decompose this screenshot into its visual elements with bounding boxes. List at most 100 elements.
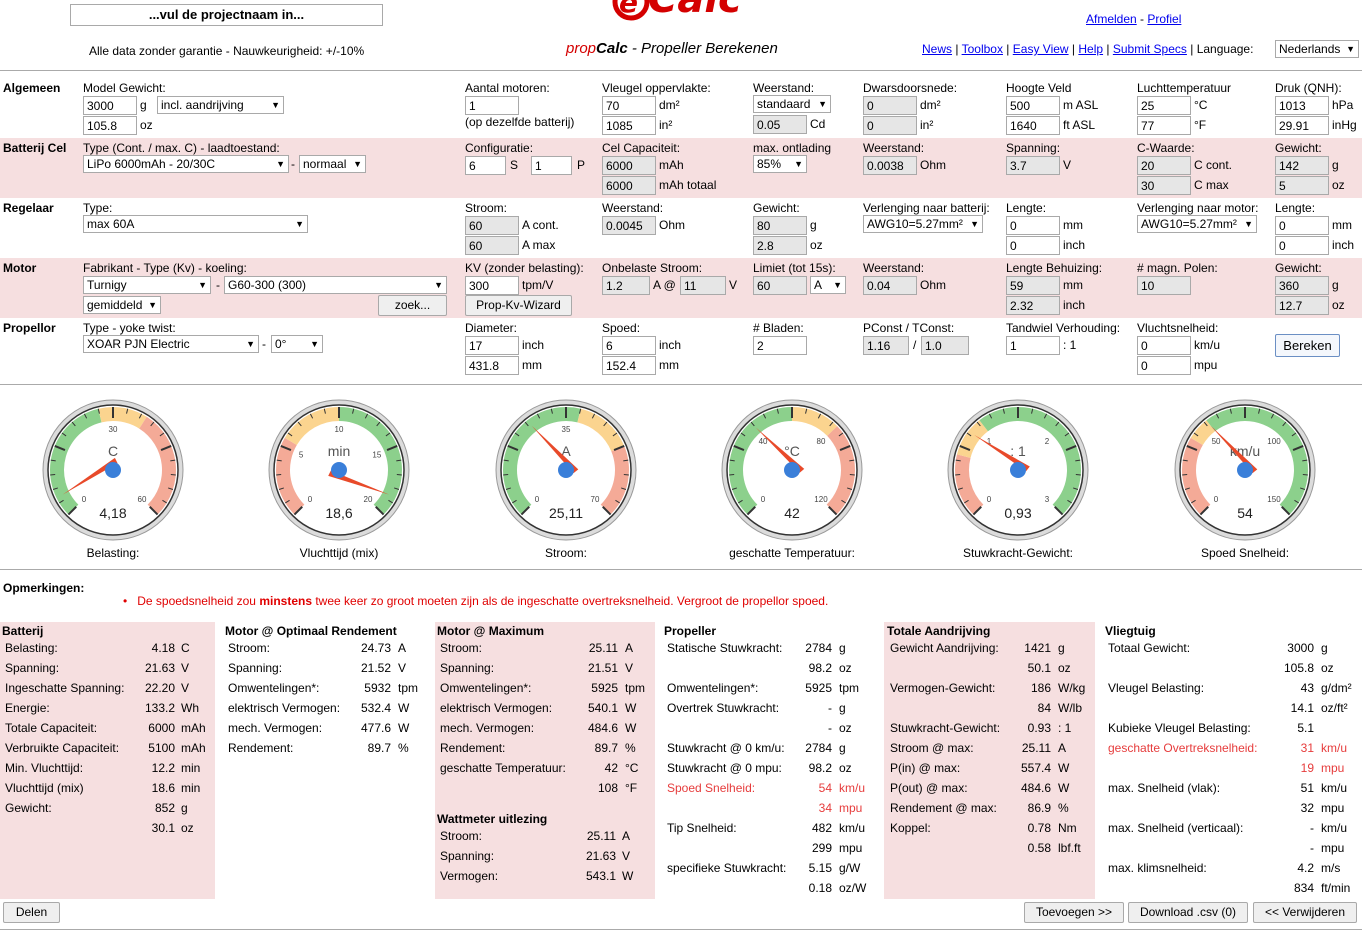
project-name-field[interactable]: ...vul de projectnaam in... [70, 4, 383, 26]
kv-input[interactable] [465, 276, 519, 295]
model-weight-oz-input[interactable] [83, 116, 137, 135]
nav-toolbox[interactable]: Toolbox [961, 42, 1003, 56]
blades-input[interactable] [753, 336, 807, 355]
results-battery-panel [0, 622, 215, 899]
prop-type-select[interactable]: XOAR PJN Electric ▼ [83, 335, 259, 353]
capacity-input[interactable] [602, 156, 656, 175]
idle-current-input[interactable] [602, 276, 650, 295]
flight-speed-kmh-input[interactable] [1137, 336, 1191, 355]
language-select[interactable]: Nederlands ▼ [1275, 40, 1359, 58]
length2-mm-input[interactable] [1275, 216, 1329, 235]
esc-cont-input[interactable] [465, 216, 519, 235]
esc-weight-g-input[interactable] [753, 216, 807, 235]
result-value: 0.18 [808, 881, 832, 895]
poles-input[interactable] [1137, 276, 1191, 295]
drive-select[interactable]: incl. aandrijving ▼ [157, 96, 284, 114]
unit-inch-pitch: inch [659, 338, 682, 352]
esc-max-input[interactable] [465, 236, 519, 255]
pconst-input[interactable] [863, 336, 909, 355]
yoke-twist-select[interactable]: 0° ▼ [271, 335, 323, 353]
cross-dm2-input[interactable] [863, 96, 917, 115]
add-button[interactable]: Toevoegen >> [1024, 902, 1124, 923]
c-cont-input[interactable] [1137, 156, 1191, 175]
battery-weight-oz-input[interactable] [1275, 176, 1329, 195]
section-batterij: Batterij Cel [3, 141, 67, 155]
logout-link[interactable]: Afmelden [1086, 12, 1137, 26]
drag-cd-input[interactable] [753, 115, 807, 134]
series-input[interactable] [465, 156, 506, 175]
altitude-m-input[interactable] [1006, 96, 1060, 115]
pitch-inch-input[interactable] [602, 336, 656, 355]
pressure-inhg-input[interactable] [1275, 116, 1329, 135]
case-length-inch-input[interactable] [1006, 296, 1060, 315]
drag-select[interactable]: standaard ▼ [753, 95, 831, 113]
unit-inch-case: inch [1063, 298, 1086, 312]
motor-make-select[interactable]: Turnigy ▼ [83, 276, 211, 294]
charge-state-select[interactable]: normaal ▼ [299, 155, 366, 173]
limit-input[interactable] [753, 276, 807, 295]
download-csv-button[interactable]: Download .csv (0) [1128, 902, 1248, 923]
length2-inch-input[interactable] [1275, 236, 1329, 255]
motor-weight-oz-input[interactable] [1275, 296, 1329, 315]
parallel-input[interactable] [531, 156, 572, 175]
temp-c-input[interactable] [1137, 96, 1191, 115]
calculate-button[interactable]: Bereken [1275, 334, 1340, 357]
motor-res-input[interactable] [863, 276, 917, 295]
length1-mm-input[interactable] [1006, 216, 1060, 235]
search-motor-button[interactable]: zoek... [378, 295, 447, 316]
wing-area-in2-input[interactable] [602, 116, 656, 135]
config-label: Configuratie: [465, 141, 534, 155]
discharge-select[interactable]: 85% ▼ [753, 155, 807, 173]
c-max-input[interactable] [1137, 176, 1191, 195]
nav-easy-view[interactable]: Easy View [1012, 42, 1069, 56]
case-length-mm-input[interactable] [1006, 276, 1060, 295]
flight-speed-mph-input[interactable] [1137, 356, 1191, 375]
prop-kv-wizard-button[interactable]: Prop-Kv-Wizard [465, 295, 572, 316]
remove-button[interactable]: << Verwijderen [1253, 902, 1357, 923]
temp-f-input[interactable] [1137, 116, 1191, 135]
battery-type-select[interactable]: LiPo 6000mAh - 20/30C ▼ [83, 155, 289, 173]
gear-ratio-input[interactable] [1006, 336, 1060, 355]
cross-in2-input[interactable] [863, 116, 917, 135]
result-value: 852 [154, 801, 175, 815]
model-weight-g-input[interactable] [83, 96, 137, 115]
case-length-label: Lengte Behuizing: [1006, 261, 1103, 275]
motors-input[interactable] [465, 96, 519, 115]
altitude-ft-input[interactable] [1006, 116, 1060, 135]
pressure-hpa-input[interactable] [1275, 96, 1329, 115]
wing-area-dm2-input[interactable] [602, 96, 656, 115]
battery-res-input[interactable] [863, 156, 917, 175]
share-button[interactable]: Delen [3, 902, 60, 923]
length1-inch-input[interactable] [1006, 236, 1060, 255]
result-unit: km/u [839, 781, 866, 795]
air-temp-label: Luchttemperatuur [1137, 81, 1232, 95]
tconst-input[interactable] [921, 336, 969, 355]
nav-help[interactable]: Help [1078, 42, 1104, 56]
ext-battery-select[interactable]: AWG10=5.27mm² ▼ [863, 215, 983, 233]
ext-motor-select[interactable]: AWG10=5.27mm² ▼ [1137, 215, 1257, 233]
motor-weight-g-input[interactable] [1275, 276, 1329, 295]
nav-submit-specs[interactable]: Submit Specs [1112, 42, 1187, 56]
limit-unit-select[interactable]: A ▼ [810, 276, 846, 294]
battery-weight-g-input[interactable] [1275, 156, 1329, 175]
result-value: 22.20 [144, 681, 175, 695]
unit-c-max: C max [1194, 178, 1229, 192]
motor-type-select[interactable]: G60-300 (300) ▼ [224, 276, 447, 294]
cell-voltage-input[interactable] [1006, 156, 1060, 175]
motor-make-label: Fabrikant - Type (Kv) - koeling: [83, 261, 247, 275]
result-label: Spanning: [228, 661, 283, 675]
cell-voltage-label: Spanning: [1006, 141, 1061, 155]
diameter-inch-input[interactable] [465, 336, 519, 355]
diameter-mm-input[interactable] [465, 356, 519, 375]
cooling-select[interactable]: gemiddeld ▼ [83, 296, 161, 314]
profile-link[interactable]: Profiel [1147, 12, 1182, 26]
esc-res-input[interactable] [602, 216, 656, 235]
idle-voltage-input[interactable] [680, 276, 726, 295]
nav-news[interactable]: News [922, 42, 953, 56]
pitch-mm-input[interactable] [602, 356, 656, 375]
capacity-label: Cel Capaciteit: [602, 141, 681, 155]
esc-weight-oz-input[interactable] [753, 236, 807, 255]
esc-type-select[interactable]: max 60A ▼ [83, 215, 308, 233]
capacity-total-input[interactable] [602, 176, 656, 195]
